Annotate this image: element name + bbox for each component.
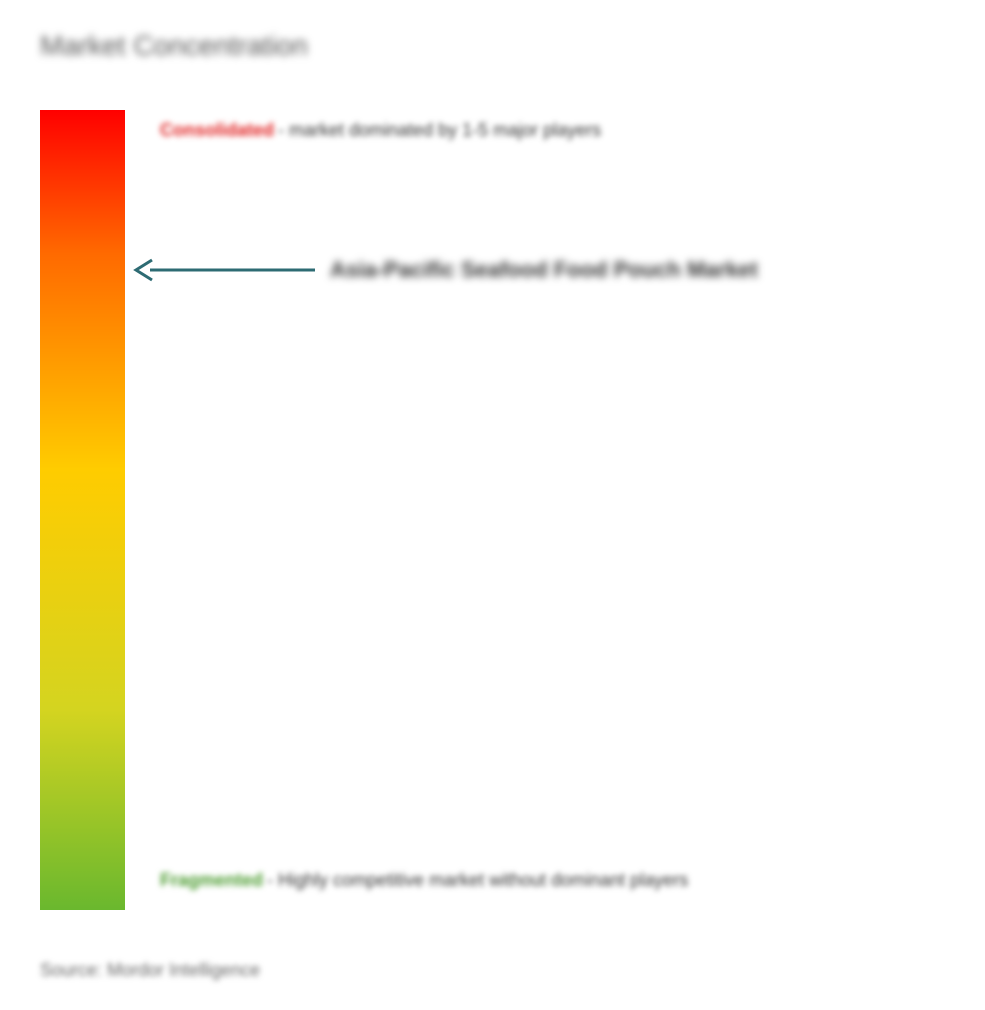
market-name-label: Asia-Pacific Seafood Food Pouch Market <box>330 257 758 283</box>
page-title: Market Concentration <box>40 30 945 62</box>
consolidated-description: - market dominated by 1-5 major players <box>278 120 601 141</box>
infographic-container: Market Concentration Consolidated - mark… <box>0 0 985 1010</box>
fragmented-label: Fragmented <box>160 870 263 891</box>
fragmented-annotation: Fragmented - Highly competitive market w… <box>160 870 688 891</box>
concentration-gradient-bar <box>40 110 125 910</box>
source-attribution: Source: Mordor Intelligence <box>40 960 260 981</box>
market-position-indicator: Asia-Pacific Seafood Food Pouch Market <box>130 255 758 285</box>
fragmented-description: - Highly competitive market without domi… <box>267 870 688 891</box>
arrow-icon <box>130 255 320 285</box>
consolidated-annotation: Consolidated - market dominated by 1-5 m… <box>160 120 601 141</box>
consolidated-label: Consolidated <box>160 120 274 141</box>
